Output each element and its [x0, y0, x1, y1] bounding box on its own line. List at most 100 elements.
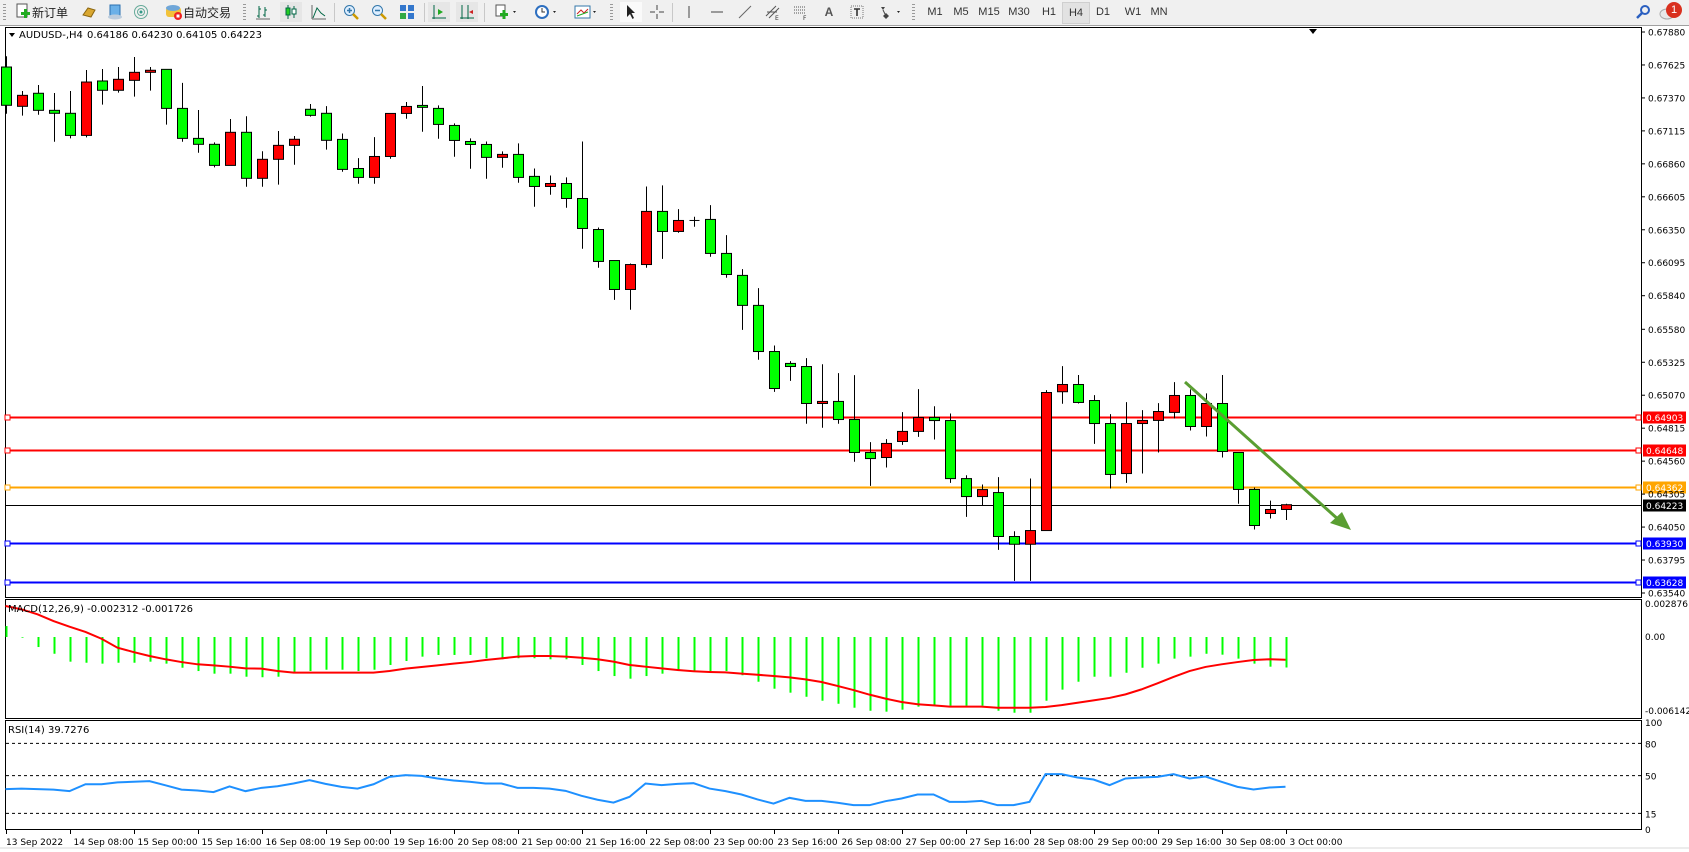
candle[interactable]: [1, 56, 12, 114]
candlestick-chart-button[interactable]: [280, 2, 302, 22]
timeframe-d1-button[interactable]: D1: [1095, 6, 1111, 18]
signals-button[interactable]: [130, 2, 152, 22]
candle[interactable]: [769, 345, 780, 392]
line-handle[interactable]: [1635, 540, 1642, 547]
trend-arrow-line[interactable]: [1183, 380, 1342, 523]
auto-scroll-button[interactable]: [428, 2, 450, 22]
line-handle[interactable]: [4, 540, 11, 547]
candle[interactable]: [961, 475, 972, 517]
candle[interactable]: [1281, 503, 1292, 520]
chart-shift-button[interactable]: [456, 2, 478, 22]
line-handle[interactable]: [1635, 447, 1642, 454]
candle[interactable]: [977, 484, 988, 506]
arrows-button[interactable]: [874, 2, 908, 22]
candle[interactable]: [945, 413, 956, 483]
candle[interactable]: [433, 105, 444, 139]
candle[interactable]: [673, 209, 684, 233]
candle[interactable]: [209, 142, 220, 168]
candle[interactable]: [241, 116, 252, 187]
candle[interactable]: [385, 112, 396, 159]
search-button[interactable]: [1632, 2, 1654, 22]
candle[interactable]: [1057, 366, 1068, 404]
candle[interactable]: [817, 364, 828, 428]
candle[interactable]: [193, 109, 204, 153]
chart-shift-marker[interactable]: [1309, 29, 1317, 34]
timeframe-m5-button[interactable]: M5: [953, 6, 969, 18]
periods-button[interactable]: [530, 2, 564, 22]
candle[interactable]: [289, 136, 300, 165]
candle[interactable]: [737, 269, 748, 330]
line-handle[interactable]: [1635, 484, 1642, 491]
candle[interactable]: [337, 133, 348, 172]
crosshair-button[interactable]: [646, 2, 668, 22]
candle[interactable]: [497, 151, 508, 168]
timeframe-m30-button[interactable]: M30: [1008, 6, 1030, 18]
candle[interactable]: [145, 67, 156, 91]
timeframe-h1-button[interactable]: H1: [1041, 6, 1057, 18]
candle[interactable]: [257, 151, 268, 187]
candle[interactable]: [865, 442, 876, 486]
candle[interactable]: [369, 137, 380, 184]
candle[interactable]: [913, 389, 924, 437]
candle[interactable]: [161, 68, 172, 125]
candle[interactable]: [609, 260, 620, 300]
line-handle[interactable]: [4, 484, 11, 491]
indicators-button[interactable]: [490, 2, 524, 22]
market-watch-button[interactable]: [78, 2, 100, 22]
templates-button[interactable]: [570, 2, 604, 22]
line-handle[interactable]: [1635, 579, 1642, 586]
candle[interactable]: [801, 358, 812, 424]
candle[interactable]: [273, 131, 284, 185]
candle[interactable]: [1185, 389, 1196, 431]
line-handle[interactable]: [1635, 414, 1642, 421]
collapse-triangle-icon[interactable]: [9, 33, 15, 37]
new-order-button[interactable]: 新订单: [10, 2, 72, 22]
candle[interactable]: [993, 477, 1004, 550]
candle[interactable]: [481, 141, 492, 179]
candle[interactable]: [513, 143, 524, 183]
candle[interactable]: [753, 288, 764, 360]
candle[interactable]: [529, 168, 540, 207]
data-window-button[interactable]: [104, 2, 126, 22]
trend-arrow[interactable]: [1183, 380, 1351, 530]
candle[interactable]: [1009, 531, 1020, 581]
vertical-line-button[interactable]: [678, 2, 700, 22]
timeframe-m1-button[interactable]: M1: [927, 6, 943, 18]
candle[interactable]: [1089, 395, 1100, 444]
auto-trading-button[interactable]: 自动交易: [158, 2, 238, 22]
candle[interactable]: [561, 177, 572, 208]
candle[interactable]: [721, 235, 732, 278]
text-label-button[interactable]: [846, 2, 868, 22]
candle[interactable]: [1169, 382, 1180, 419]
candle[interactable]: [81, 70, 92, 138]
candle[interactable]: [833, 373, 844, 424]
tile-windows-button[interactable]: [396, 2, 418, 22]
cursor-tool-button[interactable]: [620, 2, 642, 22]
timeframe-w1-button[interactable]: W1: [1124, 6, 1142, 18]
candle[interactable]: [545, 175, 556, 195]
candle[interactable]: [353, 158, 364, 184]
candle[interactable]: [417, 86, 428, 132]
timeframe-h4-button[interactable]: H4: [1062, 2, 1090, 24]
candle[interactable]: [929, 406, 940, 440]
line-handle[interactable]: [4, 447, 11, 454]
candle[interactable]: [625, 263, 636, 310]
zoom-in-button[interactable]: [340, 2, 362, 22]
candle[interactable]: [849, 375, 860, 462]
bar-chart-button[interactable]: [252, 2, 274, 22]
fibonacci-button[interactable]: F: [790, 2, 812, 22]
candle[interactable]: [641, 186, 652, 268]
candle[interactable]: [33, 84, 44, 115]
candle[interactable]: [577, 141, 588, 249]
candle[interactable]: [97, 68, 108, 105]
candle[interactable]: [305, 103, 316, 117]
toolbar-grip[interactable]: [3, 4, 6, 21]
candle[interactable]: [465, 138, 476, 169]
candle[interactable]: [1041, 390, 1052, 532]
candle[interactable]: [785, 361, 796, 381]
candle[interactable]: [1153, 403, 1164, 453]
text-tool-button[interactable]: A: [818, 2, 840, 22]
chart-window[interactable]: 0.64903 0.64648 0.64362 0.63930 0.63628 0.642…: [0, 26, 1689, 852]
candle[interactable]: [881, 439, 892, 468]
candle[interactable]: [1073, 375, 1084, 404]
